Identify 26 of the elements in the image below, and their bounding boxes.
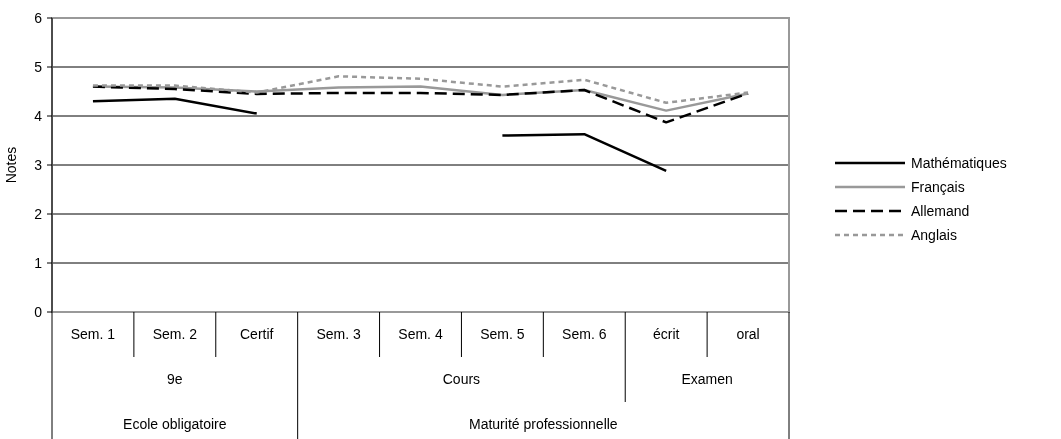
y-tick-label: 0 bbox=[34, 303, 43, 320]
text: Maturité professionnelle bbox=[469, 416, 618, 433]
x-tick-label: Sem. 2 bbox=[152, 326, 198, 343]
y-tick-label: 4 bbox=[34, 107, 43, 124]
y-tick-label: 3 bbox=[34, 156, 43, 173]
text: Examen bbox=[681, 371, 733, 388]
y-tick-label: 6 bbox=[34, 9, 43, 26]
text: 9e bbox=[167, 371, 183, 388]
x-tick-label: Certif bbox=[240, 326, 274, 343]
text: Cours bbox=[442, 371, 481, 388]
x-tick-label: Sem. 6 bbox=[562, 326, 607, 343]
y-axis-title: Notes bbox=[3, 146, 19, 184]
y-tick-label: 5 bbox=[34, 58, 43, 75]
text: Ecole obligatoire bbox=[123, 416, 227, 433]
legend-label: Français bbox=[911, 178, 965, 195]
x-tick-label: Sem. 4 bbox=[398, 326, 443, 343]
x-tick-label: écrit bbox=[652, 326, 680, 343]
y-tick-label: 1 bbox=[34, 254, 43, 271]
x-tick-label: oral bbox=[736, 326, 760, 343]
y-tick-label: 2 bbox=[34, 205, 43, 222]
x-tick-label: Sem. 5 bbox=[480, 326, 525, 343]
x-tick-label: Sem. 1 bbox=[70, 326, 116, 343]
legend-label: Mathématiques bbox=[911, 154, 1007, 171]
legend-label: Allemand bbox=[911, 202, 970, 219]
x-tick-label: Sem. 3 bbox=[316, 326, 361, 343]
legend-label: Anglais bbox=[911, 226, 957, 243]
